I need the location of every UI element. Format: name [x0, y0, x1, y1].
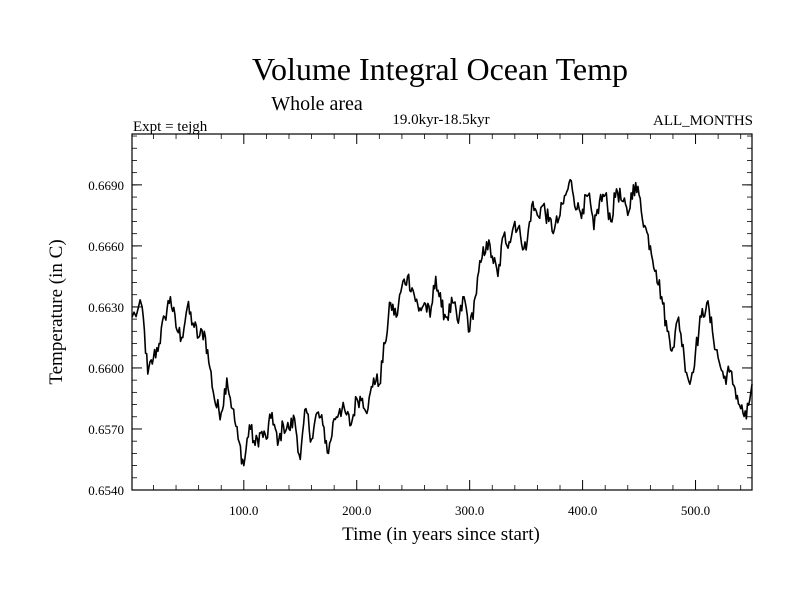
y-tick-label: 0.6630 [88, 300, 124, 315]
y-tick-label: 0.6660 [88, 239, 124, 254]
season-label: ALL_MONTHS [653, 113, 753, 129]
experiment-label: Expt = tejgh [133, 119, 208, 135]
y-tick-label: 0.6540 [88, 483, 124, 498]
x-axis-label: Time (in years since start) [342, 524, 540, 545]
x-axis-ticks: 100.0 200.0 300.0 400.0 500.0 [153, 134, 742, 518]
chart-subtitle: Whole area [271, 93, 363, 115]
x-tick-label: 500.0 [681, 503, 710, 518]
y-tick-label: 0.6600 [88, 361, 124, 376]
x-tick-label: 100.0 [229, 503, 258, 518]
chart-title: Volume Integral Ocean Temp [252, 51, 628, 87]
y-axis-ticks: 0.6540 0.6570 0.6600 0.6630 0.6660 0.6690 [88, 135, 752, 498]
y-tick-label: 0.6570 [88, 422, 124, 437]
x-tick-label: 400.0 [568, 503, 597, 518]
x-tick-label: 200.0 [342, 503, 371, 518]
temperature-series-line [131, 178, 753, 467]
period-label: 19.0kyr-18.5kyr [392, 112, 489, 128]
plot-frame [131, 133, 753, 491]
y-tick-label: 0.6690 [88, 178, 124, 193]
y-axis-label: Temperature (in C) [46, 239, 67, 384]
x-tick-label: 300.0 [455, 503, 484, 518]
